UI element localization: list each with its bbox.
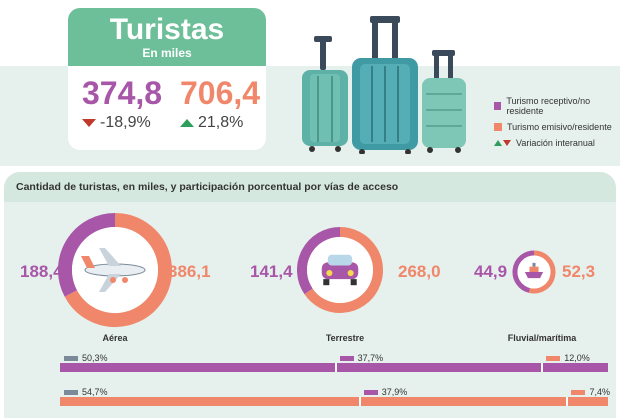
section-title: Cantidad de turistas, en miles, y partic… <box>4 172 616 202</box>
bar-value-label: 54,7% <box>82 387 108 397</box>
donut-slice-receptivo <box>297 227 341 295</box>
donut-slice-emisivo <box>64 213 172 327</box>
bar-value-label: 37,7% <box>357 353 384 363</box>
kpi-card: 374,8 -18,9% 706,4 21,8% <box>68 66 266 150</box>
mode-label-aerea: Aérea <box>102 333 128 343</box>
ship-icon <box>569 387 588 397</box>
luggage-icon <box>302 16 466 154</box>
legend-label: Turismo receptivo/no residente <box>506 96 591 116</box>
aerea-receptivo-value: 188,4 <box>20 262 63 281</box>
fluvial-emisivo-value: 52,3 <box>562 262 596 281</box>
page-subtitle: En miles <box>142 46 192 60</box>
donut-slice-emisivo <box>304 227 383 313</box>
bar-segment-label: 37,9% <box>361 387 408 397</box>
car-icon <box>361 387 380 397</box>
up-arrow-icon <box>180 119 194 127</box>
kpi-receptivo: 374,8 -18,9% <box>82 76 162 132</box>
aerea-emisivo-value: 386,1 <box>168 262 211 281</box>
legend-label: Variación interanual <box>516 138 595 148</box>
bar-segment-label: 50,3% <box>62 353 108 363</box>
bar-emisivo <box>60 397 608 406</box>
kpi-emisivo-change: 21,8% <box>180 114 260 132</box>
bar-segment-label: 54,7% <box>62 387 108 397</box>
car-icon <box>321 254 359 286</box>
kpi-receptivo-value: 374,8 <box>82 75 163 111</box>
car-icon <box>337 353 356 363</box>
bar-divider <box>541 363 544 372</box>
kpi-receptivo-change: -18,9% <box>82 114 162 132</box>
page-title: Turistas <box>109 13 225 46</box>
mode-label-terrestre: Terrestre <box>325 333 365 343</box>
bar-value-label: 12,0% <box>564 353 590 363</box>
bar-divider <box>334 363 337 372</box>
bar-value-label: 7,4% <box>589 387 610 397</box>
bar-divider <box>358 397 361 406</box>
terrestre-emisivo-value: 268,0 <box>398 262 441 281</box>
legend-item-receptivo: Turismo receptivo/no residente <box>494 96 620 116</box>
bar-divider <box>566 397 569 406</box>
legend-label: Turismo emisivo/residente <box>507 122 612 132</box>
kpi-emisivo-change-text: 21,8% <box>198 114 244 131</box>
fluvial-receptivo-value: 44,9 <box>474 262 508 281</box>
bar-segment-label: 12,0% <box>544 353 590 363</box>
ship-icon <box>524 262 544 279</box>
up-down-triangles-icon <box>494 140 511 146</box>
legend-item-emisivo: Turismo emisivo/residente <box>494 122 620 132</box>
bar-segment-label: 37,7% <box>337 353 384 363</box>
bar-value-label: 50,3% <box>82 353 108 363</box>
ship-icon <box>544 353 563 363</box>
mode-label-fluvial: Fluvial/marítima <box>507 333 577 343</box>
legend-swatch-purple <box>494 102 502 110</box>
donut-slice-receptivo <box>58 213 116 297</box>
legend: Turismo receptivo/no residente Turismo e… <box>494 96 620 154</box>
terrestre-receptivo-value: 141,4 <box>250 262 293 281</box>
airplane-icon <box>81 248 146 292</box>
bar-value-label: 37,9% <box>381 387 408 397</box>
legend-item-variacion: Variación interanual <box>494 138 620 148</box>
legend-swatch-orange <box>494 123 502 131</box>
airplane-icon <box>62 387 80 397</box>
donut-slice-receptivo <box>512 250 535 293</box>
bar-segment-label: 7,4% <box>569 387 610 397</box>
donut-slice-emisivo <box>528 250 556 294</box>
down-arrow-icon <box>82 119 96 127</box>
kpi-receptivo-change-text: -18,9% <box>100 114 151 131</box>
airplane-icon <box>62 353 80 363</box>
kpi-emisivo-value: 706,4 <box>180 75 261 111</box>
kpi-emisivo: 706,4 21,8% <box>180 76 260 132</box>
bar-receptivo <box>60 363 608 372</box>
title-card: Turistas En miles <box>68 8 266 66</box>
